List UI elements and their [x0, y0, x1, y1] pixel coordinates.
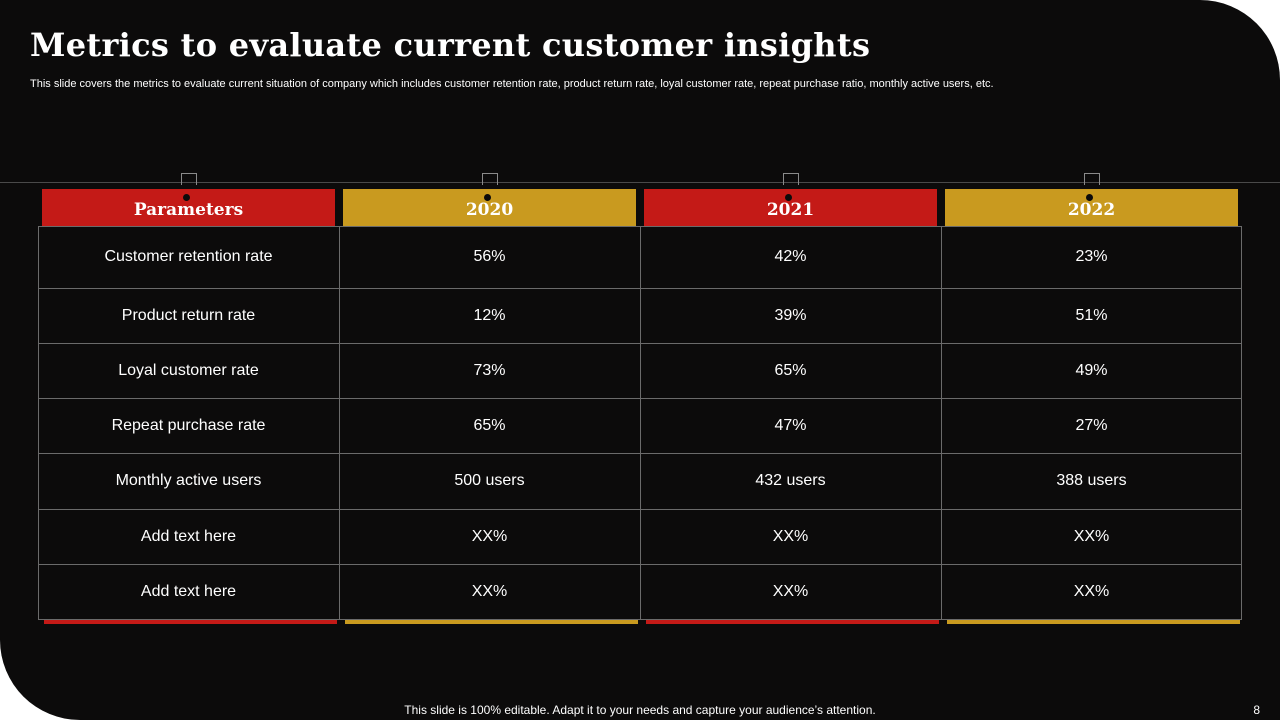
value-cell: 27%: [1075, 416, 1108, 434]
value-cell: 12%: [473, 306, 506, 324]
value-cell: XX%: [1073, 583, 1110, 600]
value-cell: 23%: [1075, 248, 1108, 265]
value-cell: 47%: [774, 416, 807, 434]
footer-note: This slide is 100% editable. Adapt it to…: [404, 703, 876, 717]
column-header-label: 2022: [1067, 199, 1116, 220]
column-divider: [941, 226, 942, 620]
page-number: 8: [1253, 703, 1260, 717]
value-cell: 65%: [473, 416, 506, 434]
column-bottom-bar: [345, 620, 638, 624]
value-cell: 39%: [774, 306, 807, 324]
parameter-cell: Customer retention rate: [104, 248, 273, 265]
parameter-cell: Add text here: [140, 583, 237, 600]
value-cell: 42%: [774, 248, 807, 265]
parameter-cell: Product return rate: [121, 306, 256, 324]
slide-subtitle: This slide covers the metrics to evaluat…: [30, 78, 994, 90]
slide-title: Metrics to evaluate current customer ins…: [30, 26, 871, 64]
column-header-label: Parameters: [133, 199, 244, 220]
value-cell: XX%: [1073, 527, 1110, 545]
value-cell: 56%: [473, 248, 506, 265]
column-header-label: 2021: [766, 199, 815, 220]
header-connector: [180, 173, 197, 185]
column-bottom-bar: [646, 620, 939, 624]
row-divider: [38, 288, 1242, 289]
row-divider: [38, 564, 1242, 565]
value-cell: 388 users: [1056, 472, 1127, 489]
header-connector: [481, 173, 498, 185]
column-header: 2021: [644, 189, 937, 226]
value-cell: 51%: [1075, 306, 1108, 324]
column-bottom-bar: [947, 620, 1240, 624]
value-cell: XX%: [471, 527, 508, 545]
value-cell: 500 users: [454, 472, 525, 489]
value-cell: XX%: [772, 583, 809, 600]
column-divider: [339, 226, 340, 620]
value-cell: 432 users: [755, 472, 826, 489]
parameter-cell: Add text here: [140, 527, 237, 545]
value-cell: XX%: [772, 527, 809, 545]
column-bottom-bar: [44, 620, 337, 624]
column-divider: [640, 226, 641, 620]
parameter-cell: Loyal customer rate: [118, 361, 259, 379]
parameter-cell: Monthly active users: [115, 472, 262, 489]
header-dot: [1085, 194, 1093, 201]
header-dot: [483, 194, 491, 201]
value-cell: 73%: [473, 361, 506, 379]
row-divider: [38, 343, 1242, 344]
header-dot: [784, 194, 792, 201]
row-divider: [38, 509, 1242, 510]
row-divider: [38, 453, 1242, 454]
header-connector: [782, 173, 799, 185]
value-cell: XX%: [471, 583, 508, 600]
value-cell: 65%: [774, 361, 807, 379]
value-cell: 49%: [1075, 361, 1108, 379]
header-connector: [1083, 173, 1100, 185]
row-divider: [38, 398, 1242, 399]
header-dot: [182, 194, 190, 201]
parameter-cell: Repeat purchase rate: [111, 416, 266, 434]
column-header-label: 2020: [465, 199, 514, 220]
header-divider: [0, 182, 1280, 183]
